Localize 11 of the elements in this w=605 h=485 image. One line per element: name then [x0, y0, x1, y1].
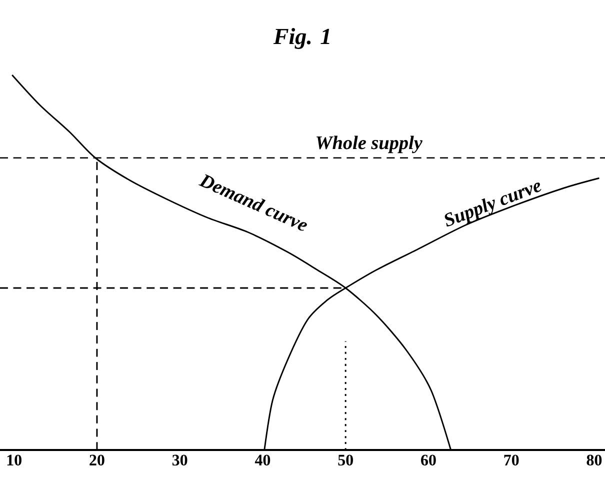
annotation: Supply curve — [444, 182, 542, 227]
x-tick-label: 20 — [90, 454, 104, 466]
x-tick-label: 60 — [421, 454, 436, 466]
x-tick-label: 40 — [254, 454, 270, 466]
x-tick-label: 50 — [338, 454, 353, 466]
x-tick-label: 70 — [504, 454, 519, 466]
chart-title: Fig. 1 — [273, 28, 330, 49]
x-tick-label: 10 — [7, 454, 22, 466]
ref-line-label: Whole supply — [316, 136, 422, 154]
x-tick-label: 80 — [586, 454, 602, 466]
x-tick-label: 30 — [172, 454, 188, 466]
